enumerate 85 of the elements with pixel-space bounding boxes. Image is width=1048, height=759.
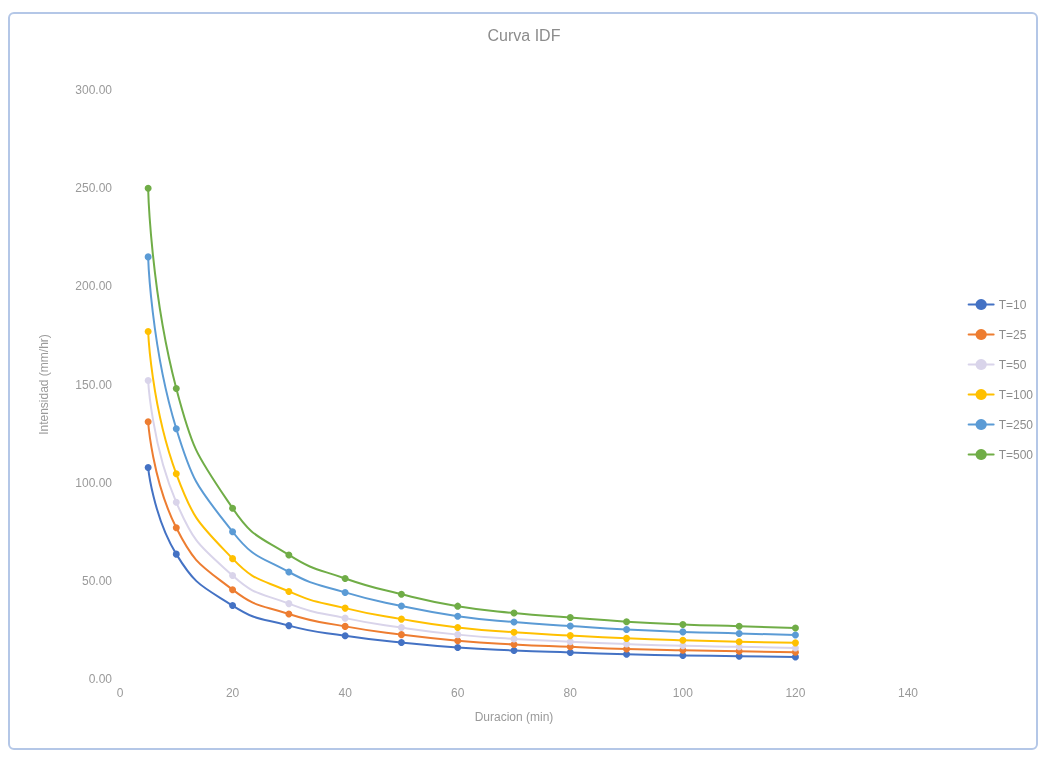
x-tick-label: 120 <box>785 686 806 700</box>
point <box>341 574 349 582</box>
point <box>144 464 152 472</box>
point <box>623 650 631 658</box>
point <box>623 626 631 634</box>
y-axis-title: Intensidad (mm/hr) <box>37 334 51 435</box>
point <box>510 647 518 655</box>
point <box>454 612 462 620</box>
point <box>144 418 152 426</box>
point <box>229 586 237 594</box>
point <box>397 615 405 623</box>
y-tick-label: 50.00 <box>81 573 113 588</box>
legend-label: T=10 <box>998 297 1027 312</box>
chart-title: Curva IDF <box>487 26 561 44</box>
x-tick-label: 140 <box>897 686 919 700</box>
point <box>454 637 462 645</box>
y-tick-label: 250.00 <box>75 181 113 196</box>
x-tick-label: 0 <box>116 686 124 700</box>
x-axis-title: Duracion (min) <box>474 710 554 724</box>
point <box>397 602 405 610</box>
x-tick-label: 20 <box>225 686 240 700</box>
point <box>454 644 462 652</box>
y-tick-label: 100.00 <box>75 475 113 490</box>
point <box>566 632 574 640</box>
point <box>172 470 180 478</box>
point <box>172 425 180 433</box>
point <box>679 620 687 628</box>
point <box>285 551 293 559</box>
y-tick-label: 150.00 <box>75 377 113 392</box>
point <box>397 590 405 598</box>
x-tick-label: 40 <box>338 686 353 700</box>
point <box>172 550 180 558</box>
point <box>144 327 152 335</box>
point <box>397 638 405 646</box>
point <box>566 614 574 622</box>
point <box>341 632 349 640</box>
point <box>341 604 349 612</box>
y-tick-label: 200.00 <box>75 279 113 294</box>
point <box>229 555 237 563</box>
point <box>285 622 293 630</box>
point <box>679 628 687 636</box>
point <box>229 504 237 512</box>
point <box>735 638 743 646</box>
point <box>791 624 799 632</box>
point <box>341 614 349 622</box>
point <box>566 638 574 646</box>
legend-label: T=250 <box>998 417 1034 432</box>
point <box>623 640 631 648</box>
point <box>172 524 180 532</box>
point <box>144 377 152 385</box>
point <box>285 587 293 595</box>
x-tick-label: 100 <box>672 686 694 700</box>
point <box>172 384 180 392</box>
point <box>144 253 152 261</box>
point <box>735 629 743 637</box>
legend-label: T=100 <box>998 387 1034 402</box>
point <box>229 528 237 536</box>
point <box>679 636 687 644</box>
point <box>566 649 574 656</box>
point <box>454 602 462 610</box>
legend-label: T=500 <box>998 447 1034 462</box>
point <box>623 634 631 642</box>
y-tick-label: 300.00 <box>75 83 113 97</box>
point <box>397 624 405 632</box>
point <box>229 602 237 610</box>
point <box>566 622 574 630</box>
legend-label: T=25 <box>998 327 1027 342</box>
x-tick-label: 60 <box>451 686 465 700</box>
x-tick-label: 80 <box>563 686 578 700</box>
point <box>144 184 152 192</box>
point <box>735 622 743 630</box>
point <box>454 624 462 632</box>
point <box>341 588 349 596</box>
point <box>285 600 293 608</box>
point <box>172 498 180 506</box>
point <box>623 618 631 626</box>
point <box>791 639 799 647</box>
point <box>510 628 518 636</box>
legend-label: T=50 <box>998 357 1027 372</box>
point <box>397 631 405 639</box>
y-tick-label: 0.00 <box>88 672 113 686</box>
point <box>341 622 349 630</box>
point <box>229 572 237 580</box>
point <box>791 631 799 639</box>
point <box>454 631 462 639</box>
